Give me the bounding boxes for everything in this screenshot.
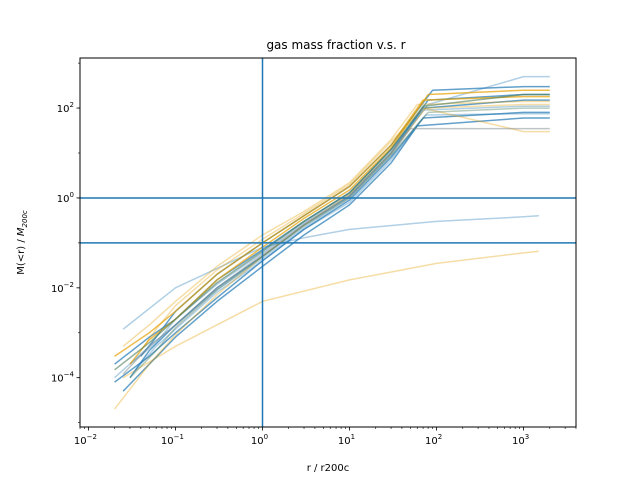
y-tick-label: 102 [57,101,74,115]
x-tick-label-base: 10 [161,436,174,447]
y-tick-label-base: 10 [51,284,64,295]
y-tick-label-exponent: 2 [70,101,74,109]
series-line-16 [114,93,550,371]
y-tick-label: 10−2 [51,281,74,295]
x-tick-label: 101 [338,433,355,447]
y-tick-label: 100 [57,191,74,205]
y-tick-label-base: 10 [57,104,70,115]
x-tick-label: 10−1 [161,433,184,447]
y-axis-label: M(<r) / M200c [16,210,29,275]
x-tick-label-exponent: 0 [264,433,268,441]
plot-frame [79,57,577,428]
y-tick-label: 10−4 [51,371,75,385]
series-line-3 [114,111,550,383]
x-tick-label: 103 [512,433,529,447]
y-axis-label-prefix: M(<r) / [16,236,27,275]
x-tick-label-base: 10 [74,436,87,447]
series-line-1 [122,215,539,330]
series-line-6 [122,117,550,392]
x-tick-label: 102 [425,433,442,447]
series-line-10 [135,112,550,371]
x-axis-label: r / r200c [307,463,350,474]
y-tick-label-exponent: −2 [64,281,74,289]
x-axis-ticks: 10−2 10−1 100 101 102 103 [74,427,577,447]
y-tick-label-base: 10 [57,194,70,205]
series-line-18 [122,127,550,375]
y-tick-label-exponent: 0 [70,191,74,199]
series-line-2 [122,250,539,379]
y-tick-label-base: 10 [51,374,64,385]
x-tick-label-exponent: 3 [525,433,529,441]
y-axis-label-subscript: 200c [21,210,29,227]
series-line-8 [129,75,550,365]
x-tick-label-base: 10 [425,436,438,447]
x-tick-label-base: 10 [251,436,264,447]
series-line-14 [140,107,550,352]
x-tick-label: 10−2 [74,433,97,447]
x-tick-label-exponent: 2 [438,433,442,441]
series-line-11 [114,95,550,357]
x-tick-label-exponent: 1 [351,433,355,441]
series-layer [114,75,550,410]
x-tick-label-base: 10 [338,436,351,447]
x-tick-label-exponent: −1 [174,433,184,441]
y-axis-label-symbol: M [16,227,27,236]
x-tick-label-exponent: −2 [87,433,97,441]
x-tick-label-base: 10 [512,436,525,447]
series-line-17 [129,107,550,379]
chart-title: gas mass fraction v.s. r [266,38,405,52]
y-tick-label-exponent: −4 [64,371,75,379]
x-tick-label: 100 [251,433,268,447]
reference-lines [80,58,576,427]
